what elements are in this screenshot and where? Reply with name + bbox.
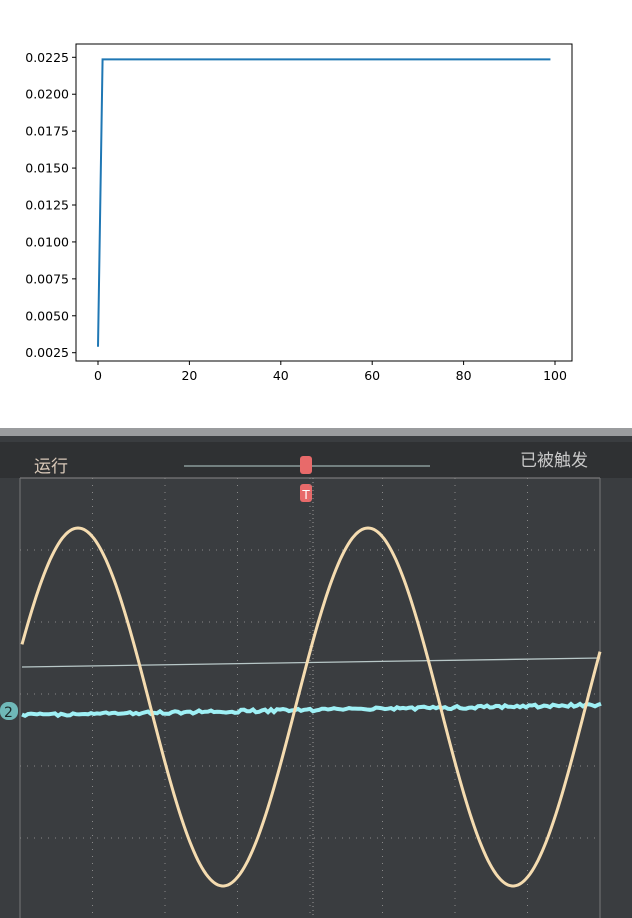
y-tick-label: 0.0125 (25, 198, 69, 213)
channel-2-label: 2 (4, 705, 13, 721)
x-tick-label: 20 (181, 368, 197, 383)
x-tick-label: 40 (273, 368, 289, 383)
x-tick-label: 60 (364, 368, 380, 383)
x-tick-label: 100 (543, 368, 567, 383)
scope-bezel (0, 428, 632, 436)
y-tick-label: 0.0225 (25, 50, 69, 65)
trigger-marker-label: T (301, 488, 310, 502)
scope-background (0, 428, 632, 918)
oscilloscope-photo: 运行 已被触发 T 2 (0, 428, 632, 918)
x-tick-label: 0 (94, 368, 102, 383)
y-tick-label: 0.0050 (25, 308, 69, 323)
y-tick-label: 0.0075 (25, 271, 69, 286)
y-tick-label: 0.0150 (25, 161, 69, 176)
y-tick-label: 0.0025 (25, 345, 69, 360)
trigger-status-label: 已被触发 (520, 451, 588, 471)
trigger-position-marker (300, 456, 312, 474)
status-label: 运行 (34, 457, 68, 477)
y-tick-label: 0.0200 (25, 87, 69, 102)
line-chart: 0 20 40 60 80 100 0.0025 0.0050 0.0075 0.0100 0.01… (0, 0, 632, 410)
plot-frame (76, 44, 572, 361)
y-tick-label: 0.0175 (25, 124, 69, 139)
y-tick-label: 0.0100 (25, 234, 69, 249)
series-line (98, 59, 550, 346)
x-tick-label: 80 (456, 368, 472, 383)
